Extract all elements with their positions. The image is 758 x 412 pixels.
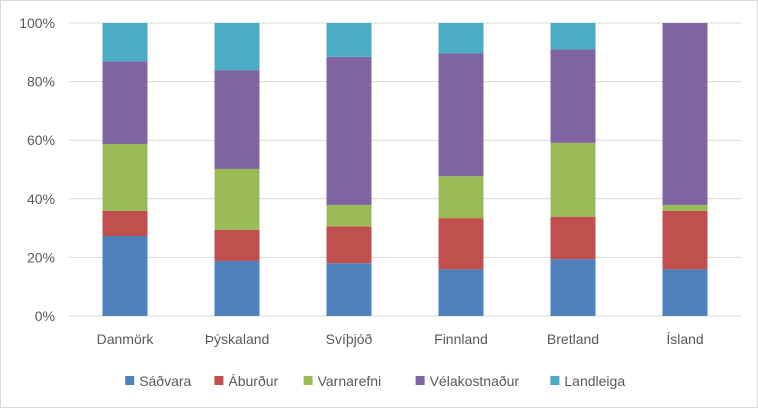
- bar-segment: [438, 53, 484, 177]
- bar-segment: [662, 23, 708, 205]
- x-tick-label: Ísland: [666, 331, 703, 347]
- bars: [102, 23, 708, 316]
- bar-segment: [214, 70, 260, 169]
- legend-label: Landleiga: [564, 373, 625, 389]
- bar-segment: [214, 260, 260, 316]
- legend-swatch: [303, 376, 313, 385]
- bar-segment: [550, 49, 596, 143]
- legend-swatch: [415, 376, 425, 385]
- y-tick-label: 40%: [27, 191, 55, 207]
- bar-segment: [326, 226, 372, 264]
- y-tick-label: 20%: [27, 249, 55, 265]
- x-tick-label: Svíþjóð: [326, 331, 373, 347]
- bar-segment: [214, 229, 260, 261]
- y-tick-label: 80%: [27, 74, 55, 90]
- legend-swatch: [125, 376, 135, 385]
- bar-segment: [550, 259, 596, 316]
- x-tick-label: Danmörk: [97, 331, 155, 347]
- bar-segment: [550, 216, 596, 260]
- bar-segment: [102, 210, 148, 237]
- bar-segment: [214, 168, 260, 230]
- bar-segment: [438, 269, 484, 316]
- y-tick-label: 60%: [27, 132, 55, 148]
- bar-segment: [326, 263, 372, 316]
- legend-label: Áburður: [228, 373, 278, 389]
- bar-segment: [550, 142, 596, 217]
- bar-segment: [326, 204, 372, 227]
- x-tick-label: Bretland: [547, 331, 599, 347]
- bar-segment: [326, 56, 372, 205]
- bar-segment: [326, 23, 372, 57]
- bar-segment: [102, 236, 148, 316]
- gridlines: [69, 22, 741, 317]
- y-axis: 0% 20% 40% 60% 80% 100%: [19, 15, 55, 324]
- legend-label: Vélakostnaður: [430, 373, 520, 389]
- bar-segment: [662, 269, 708, 316]
- bar-segment: [102, 144, 148, 211]
- legend-swatch: [550, 376, 560, 385]
- y-tick-label: 100%: [19, 15, 55, 31]
- bar-segment: [662, 210, 708, 270]
- bar-segment: [438, 218, 484, 270]
- legend-label: Varnarefni: [318, 373, 382, 389]
- bar-segment: [438, 176, 484, 219]
- x-axis: Danmörk Þýskaland Svíþjóð Finnland Bretland Í…: [97, 331, 704, 347]
- bar-segment: [662, 204, 708, 211]
- y-tick-label: 0%: [35, 308, 55, 324]
- legend-label: Sáðvara: [139, 373, 191, 389]
- bar-segment: [214, 23, 260, 71]
- x-tick-label: Þýskaland: [205, 331, 270, 347]
- bar-segment: [438, 23, 484, 54]
- legend: Sáðvara Áburður Varnarefni Vélakostnaður Lan…: [125, 373, 625, 389]
- bar-segment: [102, 23, 148, 62]
- legend-swatch: [214, 376, 224, 385]
- x-tick-label: Finnland: [434, 331, 488, 347]
- bar-segment: [550, 23, 596, 50]
- bar-segment: [102, 61, 148, 145]
